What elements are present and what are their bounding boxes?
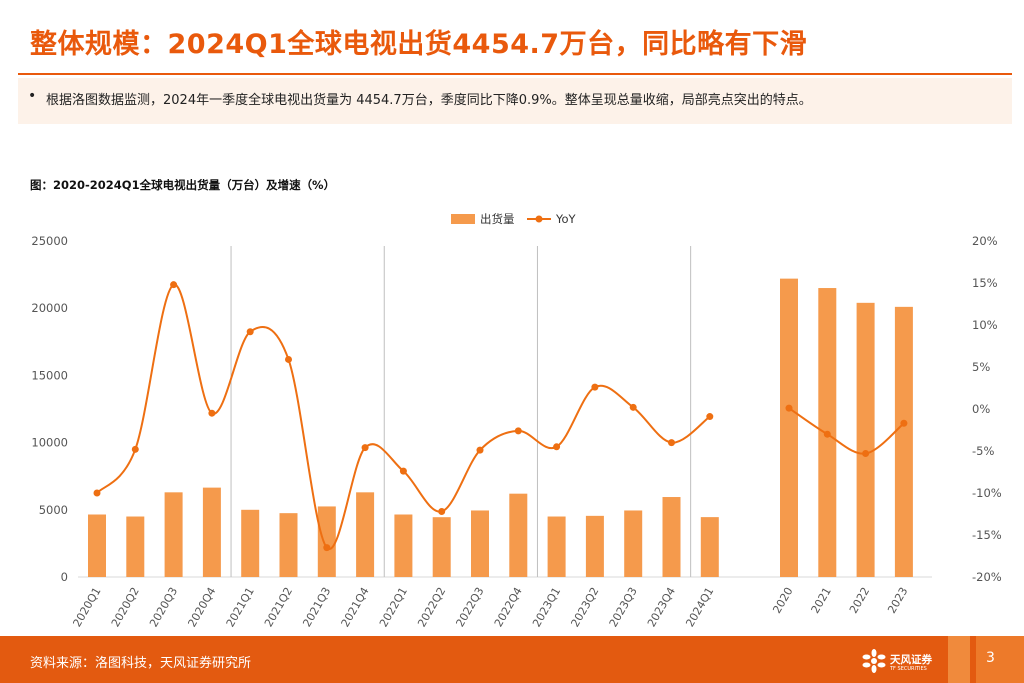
bar-2021Q2 [279,513,298,577]
x-tick-label: 2021Q1 [224,585,257,629]
bar-2020Q3 [164,492,183,577]
x-tick-label: 2022Q3 [454,585,487,629]
yoy-point-2021 [823,430,831,438]
x-tick-label: 2023Q2 [568,585,601,629]
yoy-point-2022Q3 [476,446,484,454]
yoy-point-2023Q1 [553,443,561,451]
y2-tick-label: -20% [972,570,1002,584]
bar-2020Q4 [202,487,221,577]
bar-2023Q1 [547,516,566,577]
x-tick-label: 2023Q3 [607,585,640,629]
bar-2020Q2 [126,516,145,577]
legend-bar-label: 出货量 [480,212,515,226]
footer-bar [0,636,1024,683]
page-number: 3 [986,650,995,666]
x-tick-label: 2020 [770,585,795,616]
y-tick-label: 0 [61,570,68,584]
bar-2020Q1 [88,514,106,577]
y-tick-label: 25000 [31,234,68,248]
summary-box [18,78,1012,124]
yoy-point-2023Q4 [668,439,675,447]
y2-tick-label: -10% [972,486,1002,500]
x-tick-label: 2024Q1 [683,585,716,629]
yoy-line-annual [788,407,905,455]
x-tick-label: 2022Q4 [492,585,525,629]
y-tick-label: 5000 [39,503,68,517]
y2-tick-label: -15% [972,528,1002,542]
summary-text: 根据洛图数据监测，2024年一季度全球电视出货量为 4454.7万台，季度同比下… [46,93,812,108]
x-tick-label: 2022Q2 [415,585,448,629]
footer-stripe [948,636,970,683]
x-tick-label: 2022 [847,585,872,616]
y-tick-label: 20000 [31,301,68,315]
x-tick-label: 2020Q2 [109,585,142,629]
logo-subtitle: TF SECURITIES [890,666,927,672]
yoy-point-2021Q4 [361,444,369,452]
page-title: 整体规模：2024Q1全球电视出货4454.7万台，同比略有下滑 [30,29,808,60]
footer-stripe [976,636,1024,683]
yoy-line-quarterly [96,283,711,550]
y2-tick-label: 5% [972,360,990,374]
bar-2023Q2 [585,515,604,577]
x-tick-label: 2023 [885,585,910,616]
yoy-point-2021Q1 [246,328,254,336]
yoy-point-2022Q4 [514,427,522,435]
bar-2021Q1 [241,509,260,577]
yoy-point-2022Q2 [438,507,446,515]
y-tick-label: 10000 [31,436,68,450]
legend-bar-swatch [451,214,475,224]
bar-2024Q1 [700,517,719,577]
bar-2021Q3 [317,506,336,577]
bar-2023Q4 [662,497,681,577]
bar-2023 [894,306,913,577]
legend-line-marker [535,215,543,223]
bar-2022Q3 [471,510,489,577]
yoy-point-2024Q1 [706,413,714,421]
bar-2023Q3 [624,510,643,577]
bar-2022 [856,302,875,577]
x-tick-label: 2021Q3 [300,585,333,629]
bar-2022Q4 [509,493,528,577]
logo-name: 天风证券 [890,654,932,666]
yoy-point-2020Q4 [208,409,216,417]
y2-tick-label: 15% [972,276,998,290]
y2-tick-label: -5% [972,444,994,458]
y2-tick-label: 20% [972,234,998,248]
yoy-point-2023Q3 [629,403,637,411]
x-tick-label: 2023Q4 [645,585,678,629]
yoy-point-2020Q1 [93,489,101,497]
yoy-point-2021Q2 [285,355,292,363]
title-divider [18,73,1012,75]
yoy-point-2022 [862,450,870,458]
x-tick-label: 2021 [809,585,834,616]
x-tick-label: 2020Q3 [147,585,180,629]
bar-2022Q2 [432,517,451,577]
x-tick-label: 2020Q1 [71,585,104,629]
legend-line-label: YoY [555,212,577,226]
company-logo-icon [862,649,886,673]
y2-tick-label: 10% [972,318,998,332]
yoy-point-2023Q2 [591,383,599,391]
source-note: 资料来源：洛图科技，天风证券研究所 [30,656,252,671]
yoy-point-2022Q1 [399,467,407,475]
yoy-point-2020Q3 [170,281,178,289]
yoy-point-2023 [900,419,908,427]
summary-bullet: • [28,88,37,104]
shipment-chart: 0 5000 10000 15000 20000 25000 -20% -15% -10% -5%… [31,212,1002,629]
yoy-point-2021Q3 [323,544,331,552]
y2-tick-label: 0% [972,402,990,416]
x-tick-label: 2023Q1 [530,585,563,629]
bar-2022Q1 [394,514,413,577]
x-tick-label: 2022Q1 [377,585,410,629]
bar-2021Q4 [356,492,375,577]
figure-caption: 图：2020-2024Q1全球电视出货量（万台）及增速（%） [30,178,336,192]
bar-2020 [780,278,798,577]
y-tick-label: 15000 [31,368,68,382]
x-tick-label: 2021Q4 [339,585,372,629]
x-tick-label: 2020Q4 [185,585,218,629]
x-tick-label: 2021Q2 [262,585,295,629]
yoy-point-2020Q2 [131,445,139,453]
yoy-point-2020 [785,404,793,412]
